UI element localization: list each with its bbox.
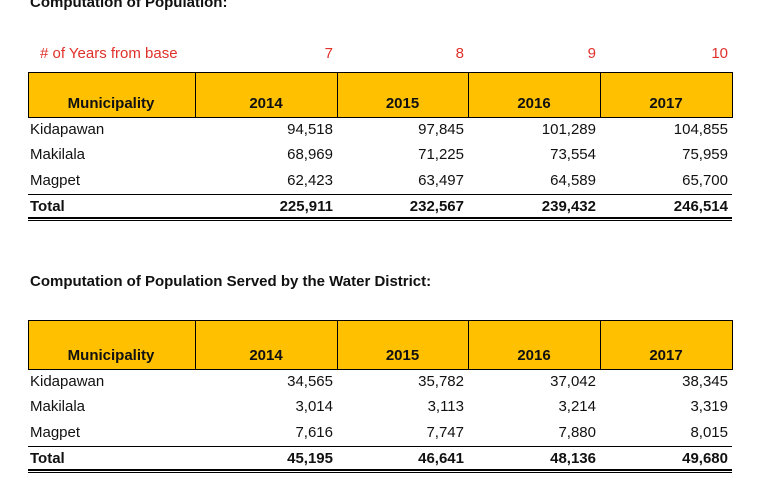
total-label: Total bbox=[30, 450, 65, 468]
row-label: Makilala bbox=[30, 146, 86, 164]
years-value: 7 bbox=[324, 45, 333, 62]
column-header: 2014 bbox=[249, 347, 283, 364]
total-value: 225,911 bbox=[279, 198, 333, 216]
cell-value: 101,289 bbox=[541, 120, 596, 138]
total-top-border bbox=[28, 446, 732, 448]
row-label: Magpet bbox=[30, 171, 81, 189]
years-value: 10 bbox=[711, 45, 728, 62]
double-underline bbox=[28, 469, 732, 472]
column-header: 2015 bbox=[385, 95, 420, 112]
total-value: 239,432 bbox=[541, 198, 596, 216]
column-header: 2016 bbox=[517, 95, 551, 112]
cell-value: 104,855 bbox=[673, 120, 728, 138]
section-title: Computation of Population Served by the … bbox=[30, 273, 432, 290]
double-underline bbox=[28, 472, 732, 474]
cell-value: 62,423 bbox=[287, 171, 333, 189]
years-value: 8 bbox=[455, 45, 464, 62]
column-header: 2017 bbox=[649, 347, 683, 364]
row-label: Magpet bbox=[30, 423, 81, 441]
cell-border bbox=[600, 72, 601, 118]
years-label: # of Years from base bbox=[40, 45, 178, 62]
row-label: Makilala bbox=[30, 398, 86, 416]
column-header: 2017 bbox=[649, 95, 683, 112]
cell-border bbox=[600, 320, 601, 370]
column-header: Municipality bbox=[67, 347, 155, 364]
cell-value: 75,959 bbox=[682, 146, 728, 164]
total-top-border bbox=[28, 194, 732, 196]
column-header: 2015 bbox=[385, 347, 420, 364]
cell-value: 63,497 bbox=[418, 171, 464, 189]
total-value: 232,567 bbox=[409, 198, 464, 216]
double-underline bbox=[28, 220, 732, 222]
double-underline bbox=[28, 217, 732, 220]
total-value: 48,136 bbox=[550, 450, 596, 468]
cell-value: 3,214 bbox=[558, 398, 596, 416]
cell-value: 71,225 bbox=[418, 146, 464, 164]
cell-value: 3,014 bbox=[295, 398, 333, 416]
cell-value: 37,042 bbox=[550, 372, 596, 390]
cell-value: 3,113 bbox=[427, 398, 464, 416]
cell-border bbox=[337, 72, 338, 118]
cell-value: 34,565 bbox=[287, 372, 333, 390]
total-value: 246,514 bbox=[673, 198, 728, 216]
cell-border bbox=[468, 72, 469, 118]
cell-border bbox=[195, 72, 196, 118]
cell-value: 38,345 bbox=[682, 372, 728, 390]
section-title: Computation of Population: bbox=[30, 0, 228, 11]
cell-border bbox=[337, 320, 338, 370]
column-header: Municipality bbox=[67, 95, 155, 112]
row-label: Kidapawan bbox=[30, 372, 105, 390]
total-value: 45,195 bbox=[287, 450, 333, 468]
cell-value: 7,880 bbox=[558, 423, 596, 441]
cell-value: 7,616 bbox=[295, 423, 333, 441]
cell-value: 7,747 bbox=[426, 423, 464, 441]
total-label: Total bbox=[30, 198, 65, 216]
cell-value: 65,700 bbox=[682, 171, 728, 189]
years-value: 9 bbox=[587, 45, 596, 62]
cell-value: 8,015 bbox=[690, 423, 728, 441]
cell-value: 94,518 bbox=[287, 120, 333, 138]
cell-value: 64,589 bbox=[550, 171, 596, 189]
cell-value: 3,319 bbox=[690, 398, 728, 416]
cell-border bbox=[468, 320, 469, 370]
cell-border bbox=[195, 320, 196, 370]
total-value: 49,680 bbox=[682, 450, 728, 468]
cell-value: 97,845 bbox=[418, 120, 464, 138]
header-row bbox=[28, 320, 733, 370]
cell-value: 35,782 bbox=[418, 372, 464, 390]
cell-value: 73,554 bbox=[550, 146, 596, 164]
row-label: Kidapawan bbox=[30, 120, 105, 138]
header-row bbox=[28, 72, 733, 118]
column-header: 2016 bbox=[517, 347, 551, 364]
cell-value: 68,969 bbox=[287, 146, 333, 164]
column-header: 2014 bbox=[249, 95, 283, 112]
total-value: 46,641 bbox=[418, 450, 464, 468]
